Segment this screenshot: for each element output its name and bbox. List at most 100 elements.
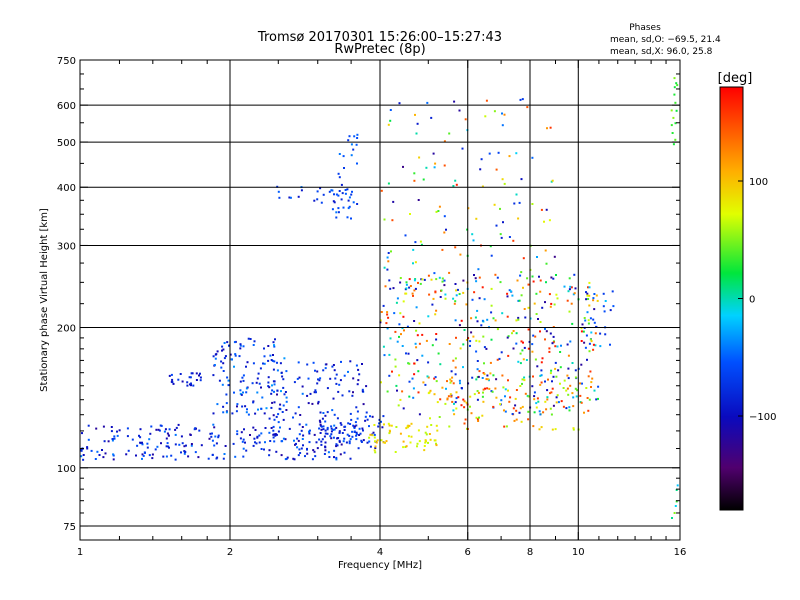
scatter-point — [373, 449, 376, 452]
scatter-point — [673, 77, 676, 80]
scatter-point — [82, 458, 85, 461]
scatter-point — [546, 389, 549, 392]
scatter-point — [338, 431, 341, 434]
scatter-point — [473, 291, 476, 294]
scatter-point — [271, 389, 274, 392]
x-tick-label: 10 — [572, 547, 585, 558]
scatter-point — [338, 439, 341, 442]
scatter-point — [273, 401, 276, 404]
scatter-point — [284, 438, 287, 441]
scatter-point — [401, 345, 404, 347]
scatter-point — [458, 324, 461, 327]
scatter-point — [359, 432, 362, 435]
scatter-point — [490, 304, 493, 307]
scatter-point — [425, 433, 428, 436]
scatter-point — [281, 440, 284, 443]
scatter-point — [358, 427, 361, 430]
scatter-point — [379, 319, 382, 322]
scatter-point — [240, 431, 243, 434]
scatter-point — [317, 400, 320, 403]
scatter-point — [239, 347, 242, 350]
scatter-point — [472, 239, 475, 242]
scatter-point — [502, 386, 505, 389]
scatter-point — [418, 156, 421, 159]
scatter-point — [463, 400, 466, 403]
scatter-point — [557, 401, 560, 404]
scatter-point — [585, 291, 587, 294]
scatter-point — [427, 376, 430, 379]
scatter-point — [523, 379, 526, 382]
scatter-point — [102, 425, 105, 428]
scatter-point — [470, 331, 473, 334]
scatter-point — [523, 308, 526, 310]
scatter-point — [361, 390, 364, 393]
scatter-point — [450, 395, 453, 398]
scatter-point — [382, 304, 385, 307]
scatter-point — [494, 273, 497, 276]
scatter-point — [378, 422, 381, 425]
scatter-point — [341, 394, 344, 397]
scatter-point — [587, 298, 590, 300]
scatter-point — [572, 293, 575, 296]
scatter-point — [222, 457, 225, 460]
scatter-point — [343, 429, 346, 431]
scatter-point — [188, 376, 191, 379]
scatter-point — [271, 384, 273, 387]
scatter-point — [532, 425, 535, 428]
scatter-point — [467, 207, 470, 210]
scatter-point — [506, 315, 509, 318]
scatter-point — [452, 297, 455, 300]
scatter-point — [398, 102, 401, 105]
scatter-point — [501, 312, 504, 315]
scatter-point — [416, 445, 418, 448]
scatter-point — [342, 155, 345, 158]
scatter-point — [154, 448, 157, 451]
scatter-point — [412, 248, 415, 251]
scatter-point — [190, 444, 193, 447]
scatter-point — [383, 266, 386, 269]
scatter-point — [247, 337, 250, 340]
scatter-point — [353, 135, 356, 138]
scatter-point — [531, 203, 534, 205]
scatter-point — [490, 390, 493, 393]
scatter-point — [383, 423, 385, 426]
scatter-point — [386, 390, 389, 393]
scatter-point — [296, 377, 299, 380]
scatter-point — [492, 317, 495, 320]
scatter-point — [292, 457, 295, 460]
scatter-point — [382, 345, 385, 348]
scatter-point — [585, 298, 588, 301]
scatter-point — [487, 378, 490, 381]
scatter-point — [200, 444, 203, 447]
scatter-point — [349, 457, 352, 460]
scatter-point — [95, 427, 98, 430]
scatter-point — [551, 380, 553, 383]
scatter-point — [515, 152, 518, 155]
scatter-point — [165, 445, 168, 448]
scatter-point — [344, 425, 347, 428]
scatter-point — [318, 379, 321, 382]
scatter-point — [300, 429, 303, 432]
scatter-point — [362, 429, 364, 432]
scatter-point — [273, 390, 275, 393]
phase-legend-x: mean, sd,X: 96.0, 25.8 — [610, 47, 713, 57]
scatter-point — [279, 426, 281, 429]
scatter-point — [563, 379, 566, 382]
scatter-point — [239, 380, 242, 383]
scatter-point — [165, 437, 168, 440]
scatter-point — [519, 362, 522, 365]
scatter-points — [80, 77, 679, 519]
scatter-point — [494, 387, 497, 390]
scatter-point — [233, 341, 236, 344]
x-tick-label: 4 — [377, 547, 383, 558]
scatter-point — [298, 433, 301, 436]
scatter-point — [522, 358, 525, 361]
scatter-point — [332, 428, 335, 431]
scatter-point — [560, 400, 563, 403]
scatter-point — [459, 347, 462, 350]
scatter-point — [414, 113, 416, 116]
scatter-point — [477, 391, 480, 394]
scatter-point — [569, 384, 572, 387]
scatter-point — [229, 353, 232, 356]
scatter-point — [416, 122, 419, 125]
